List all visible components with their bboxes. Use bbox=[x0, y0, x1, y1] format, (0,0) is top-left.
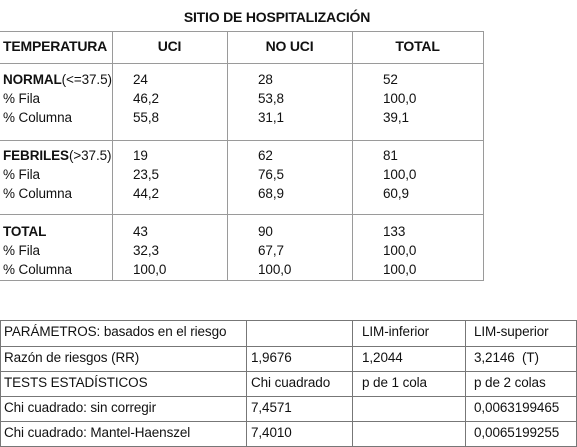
cell-value: 43 bbox=[133, 224, 148, 239]
cell-value: 23,5 bbox=[133, 167, 159, 182]
stats-cell: 1,2044 bbox=[362, 350, 403, 365]
header-no-uci: NO UCI bbox=[265, 38, 314, 54]
group-name: FEBRILES bbox=[3, 148, 69, 163]
rule-group-2 bbox=[0, 214, 483, 215]
stats-col-divider bbox=[0, 320, 1, 447]
cell-value: 133 bbox=[383, 224, 406, 239]
stats-cell: Chi cuadrado: Mantel-Haenszel bbox=[4, 425, 191, 440]
stats-cell: 1,9676 bbox=[251, 350, 292, 365]
stats-cell: Chi cuadrado bbox=[251, 375, 331, 390]
col-divider bbox=[352, 31, 353, 281]
table-title: SITIO DE HOSPITALIZACIÓN bbox=[183, 9, 371, 25]
col-divider bbox=[483, 31, 484, 281]
rule-group-1 bbox=[0, 140, 483, 141]
row-label: % Fila bbox=[3, 167, 40, 182]
cell-value: 100,0 bbox=[133, 262, 167, 277]
cell-value: 39,1 bbox=[383, 110, 409, 125]
group-name: NORMAL bbox=[3, 72, 62, 87]
stats-cell: p de 1 cola bbox=[362, 375, 427, 390]
group-range: (>37.5) bbox=[68, 148, 112, 163]
stats-col-divider bbox=[246, 320, 247, 447]
row-label: % Columna bbox=[3, 262, 72, 277]
rule-bottom bbox=[0, 280, 483, 281]
row-label: % Columna bbox=[3, 186, 72, 201]
cell-value: 67,7 bbox=[258, 243, 284, 258]
cell-value: 53,8 bbox=[258, 91, 284, 106]
col-divider bbox=[112, 31, 113, 281]
cell-value: 24 bbox=[133, 72, 148, 87]
group-label: TOTAL bbox=[3, 224, 46, 239]
stats-cell: Razón de riesgos (RR) bbox=[4, 350, 140, 365]
cell-value: 46,2 bbox=[133, 91, 159, 106]
group-range: (<=37.5) bbox=[61, 72, 112, 87]
row-label: % Columna bbox=[3, 110, 72, 125]
stats-rule bbox=[0, 371, 577, 372]
row-label: % Fila bbox=[3, 91, 40, 106]
cell-value: 44,2 bbox=[133, 186, 159, 201]
cell-value: 55,8 bbox=[133, 110, 159, 125]
cell-value: 100,0 bbox=[383, 91, 417, 106]
rule-under-header bbox=[0, 63, 483, 64]
cell-value: 100,0 bbox=[383, 167, 417, 182]
stats-rule bbox=[0, 346, 577, 347]
stats-cell: p de 2 colas bbox=[474, 375, 546, 390]
stats-cell: 7,4010 bbox=[251, 425, 292, 440]
group-label: FEBRILES(>37.5) bbox=[3, 148, 112, 163]
stats-cell: Chi cuadrado: sin corregir bbox=[4, 400, 156, 415]
stats-cell: LIM-inferior bbox=[362, 324, 430, 339]
stats-cell: 0,0065199255 bbox=[474, 425, 560, 440]
col-divider bbox=[227, 31, 228, 281]
stats-cell: 0,0063199465 bbox=[474, 400, 560, 415]
header-temperatura: TEMPERATURA bbox=[3, 38, 108, 54]
cell-value: 28 bbox=[258, 72, 273, 87]
stats-rule bbox=[0, 320, 577, 321]
stats-cell: 3,2146 (T) bbox=[474, 350, 539, 365]
cell-value: 76,5 bbox=[258, 167, 284, 182]
cell-value: 19 bbox=[133, 148, 148, 163]
cell-value: 100,0 bbox=[383, 262, 417, 277]
cell-value: 31,1 bbox=[258, 110, 284, 125]
cell-value: 68,9 bbox=[258, 186, 284, 201]
cell-value: 100,0 bbox=[383, 243, 417, 258]
stats-cell: PARÁMETROS: basados en el riesgo bbox=[4, 324, 227, 339]
cell-value: 100,0 bbox=[258, 262, 292, 277]
cell-value: 52 bbox=[383, 72, 398, 87]
row-label: % Fila bbox=[3, 243, 40, 258]
stats-col-divider bbox=[465, 320, 466, 447]
stats-col-divider bbox=[352, 320, 353, 447]
group-name: TOTAL bbox=[3, 224, 47, 239]
stats-cell: 7,4571 bbox=[251, 400, 292, 415]
stats-rule bbox=[0, 421, 577, 422]
group-label: NORMAL(<=37.5) bbox=[3, 72, 112, 87]
cell-value: 81 bbox=[383, 148, 398, 163]
stats-rule bbox=[0, 396, 577, 397]
stats-cell: LIM-superior bbox=[474, 324, 549, 339]
header-uci: UCI bbox=[157, 38, 182, 54]
cell-value: 90 bbox=[258, 224, 273, 239]
cell-value: 60,9 bbox=[383, 186, 409, 201]
cell-value: 62 bbox=[258, 148, 273, 163]
rule-under-title bbox=[0, 31, 483, 32]
stats-cell: TESTS ESTADÍSTICOS bbox=[4, 375, 148, 390]
header-total: TOTAL bbox=[395, 38, 440, 54]
cell-value: 32,3 bbox=[133, 243, 159, 258]
